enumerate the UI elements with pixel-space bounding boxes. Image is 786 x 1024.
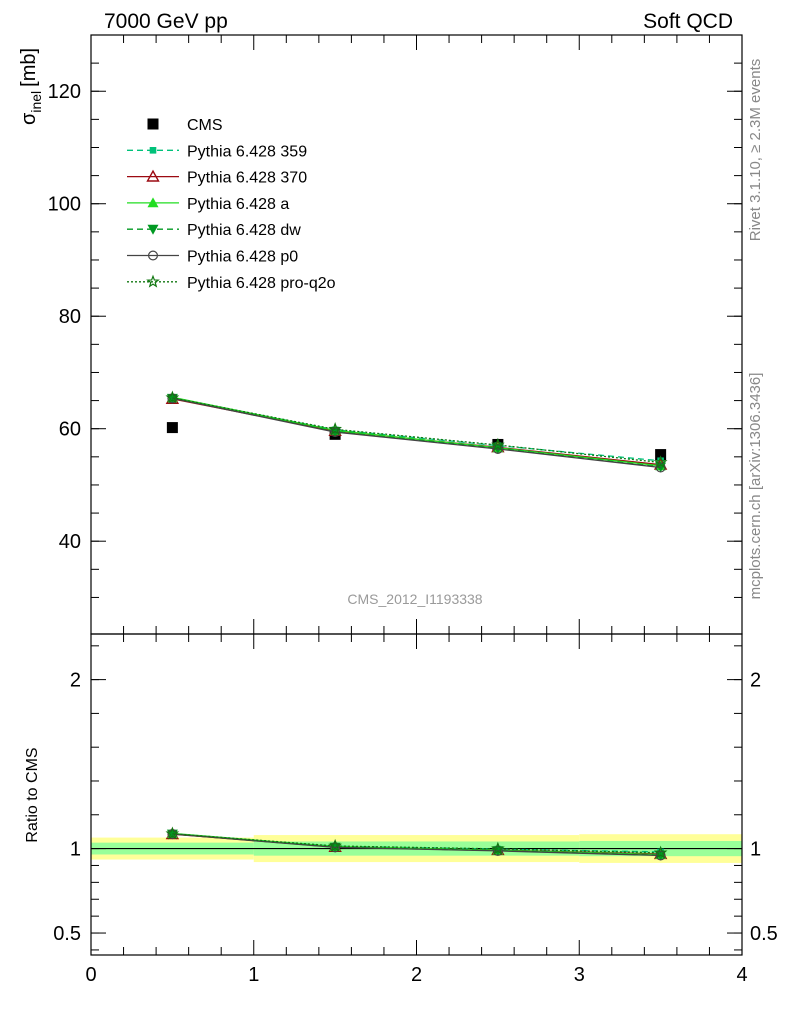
legend-marker-p370 xyxy=(146,169,160,182)
ratio-frame xyxy=(90,633,743,956)
series-point-pq2o xyxy=(653,455,668,469)
main-y-tick-label: 80 xyxy=(59,306,81,328)
legend-label: Pythia 6.428 359 xyxy=(187,143,307,160)
ratio-point-pq2o xyxy=(491,841,505,855)
main-y-tick-label: 100 xyxy=(48,194,81,216)
main-panel: 40 60 80 100 120 xyxy=(48,34,743,635)
ratio-point-pq2o xyxy=(653,845,668,859)
main-y-tick-label: 40 xyxy=(59,531,81,553)
main-ylabel-subscript: inel xyxy=(28,91,44,113)
analysis-id: CMS_2012_I1193338 xyxy=(347,591,482,607)
x-tick-label: 4 xyxy=(736,964,747,986)
ratio-y-tick-label: 1 xyxy=(70,839,81,861)
header-right: Soft QCD xyxy=(643,10,733,33)
series-point-pq2o xyxy=(165,390,180,404)
series-point-pp0 xyxy=(330,427,341,438)
legend-label: Pythia 6.428 dw xyxy=(187,222,301,239)
ratio-point-pp0 xyxy=(655,850,666,861)
ratio-point-pp0 xyxy=(492,845,503,856)
series-line-p359 xyxy=(172,397,661,462)
ratio-point-pq2o xyxy=(165,826,180,840)
cms-point xyxy=(655,449,667,461)
ratio-y-tick-label-right: 0.5 xyxy=(750,923,778,945)
series-line-pq2o xyxy=(172,397,661,464)
series-point-pp0 xyxy=(655,462,666,473)
ratio-y-tick-label-right: 2 xyxy=(750,670,761,692)
x-tick-label: 0 xyxy=(85,964,96,986)
series-point-pq2o xyxy=(491,437,505,451)
main-y-tick-label: 60 xyxy=(59,419,81,441)
ratio-line-pp0 xyxy=(172,833,661,857)
series-line-p370 xyxy=(172,398,661,466)
ratio-ylabel: Ratio to CMS xyxy=(24,747,41,842)
legend-marker-cms xyxy=(147,118,159,130)
cms-point xyxy=(166,422,178,434)
legend-marker-pp0 xyxy=(148,250,159,261)
ratio-point-pp0 xyxy=(330,842,341,853)
legend-marker-pdw xyxy=(147,224,159,235)
main-ylabel-symbol: σ xyxy=(18,112,40,125)
main-ylabel: σinel [mb] xyxy=(18,48,44,125)
header-left: 7000 GeV pp xyxy=(104,10,228,33)
legend-label: Pythia 6.428 p0 xyxy=(187,249,298,266)
legend-label: Pythia 6.428 370 xyxy=(187,170,307,187)
x-tick-label: 2 xyxy=(411,964,422,986)
legend-marker-p359 xyxy=(149,147,157,154)
ratio-y-tick-label: 0.5 xyxy=(53,923,81,945)
series-line-pp0 xyxy=(172,397,661,469)
ratio-line-pq2o xyxy=(172,833,661,854)
mcplots-note: mcplots.cern.ch [arXiv:1306.3436] xyxy=(747,373,764,600)
x-tick-label: 3 xyxy=(574,964,585,986)
rivet-note: Rivet 3.1.10, ≥ 2.3M events xyxy=(747,59,764,242)
legend: CMS Pythia 6.428 359 Pythia 6.428 370 Pythi… xyxy=(127,117,336,292)
series-line-pa xyxy=(172,396,661,467)
ratio-panel: 0.5 1 2 0.5 1 2 0 1 2 3 4 xyxy=(53,633,778,986)
x-tick-label: 1 xyxy=(248,964,259,986)
legend-label: Pythia 6.428 a xyxy=(187,196,289,213)
legend-label: Pythia 6.428 pro-q2o xyxy=(187,275,336,292)
legend-marker-pq2o xyxy=(146,274,160,288)
main-y-tick-label: 120 xyxy=(48,81,81,103)
ratio-y-tick-label: 2 xyxy=(70,670,81,692)
legend-label: CMS xyxy=(187,117,223,134)
ratio-y-tick-label-right: 1 xyxy=(750,839,761,861)
main-ylabel-unit: [mb] xyxy=(18,48,40,87)
series-point-pq2o xyxy=(328,422,342,436)
ratio-point-pq2o xyxy=(328,838,342,852)
legend-marker-pa xyxy=(147,197,159,208)
